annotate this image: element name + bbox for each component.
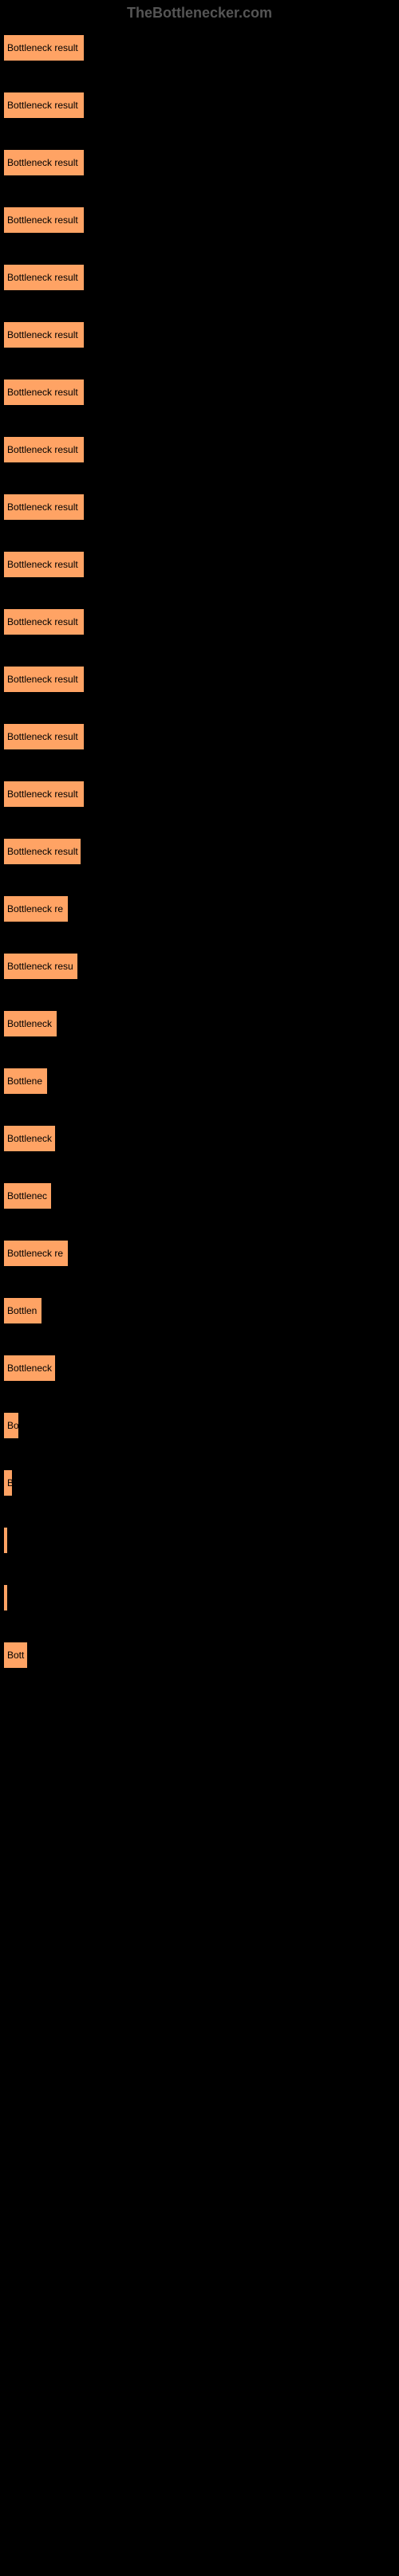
bar-row: Bottleneck result [3, 264, 399, 291]
bar-label: Bottleneck result [7, 674, 78, 685]
bar-row: Bottleneck [3, 1125, 399, 1152]
bar [3, 1527, 8, 1554]
bar: Bottleneck [3, 1010, 57, 1037]
bar: Bottleneck result [3, 149, 85, 176]
bar: Bottleneck result [3, 92, 85, 119]
bar-label: Bottleneck result [7, 789, 78, 800]
bar-row: Bottleneck result [3, 321, 399, 348]
spacer [0, 1699, 399, 2576]
bar-row: Bottleneck resu [3, 953, 399, 980]
bar: Bottlene [3, 1068, 48, 1095]
bar-label: Bottleneck result [7, 501, 78, 513]
bar: Bottleneck re [3, 1240, 69, 1267]
bar: Bottleneck result [3, 321, 85, 348]
bar: Bottleneck result [3, 608, 85, 635]
bar: Bottleneck result [3, 838, 81, 865]
bar-row: Bottleneck re [3, 895, 399, 922]
bar-row: Bottleneck result [3, 149, 399, 176]
bar-label: Bottleneck result [7, 846, 78, 857]
bar-row [3, 1584, 399, 1611]
bar-label: Bottleneck [7, 1133, 52, 1144]
bar: Bottleneck [3, 1125, 56, 1152]
bar: Bottleneck result [3, 264, 85, 291]
bar-label: Bottleneck result [7, 387, 78, 398]
bar-row: Bottleneck re [3, 1240, 399, 1267]
bar-row: Bottleneck result [3, 723, 399, 750]
bar-row: Bottleneck result [3, 206, 399, 234]
bar: Bottleneck result [3, 436, 85, 463]
bar-row: Bottleneck result [3, 551, 399, 578]
bar: Bott [3, 1642, 28, 1669]
bar: Bottlenec [3, 1182, 52, 1209]
bar: Bottleneck [3, 1355, 56, 1382]
site-header: TheBottlenecker.com [0, 0, 399, 26]
bar-row: Bottleneck result [3, 666, 399, 693]
bar: Bottleneck result [3, 34, 85, 61]
bar-row: Bott [3, 1642, 399, 1669]
bar-label: Bottleneck re [7, 903, 63, 914]
bar-label: Bottleneck result [7, 42, 78, 53]
bar-label: Bottlene [7, 1076, 42, 1087]
bar-row: Bottleneck [3, 1355, 399, 1382]
bars-container: Bottleneck result Bottleneck result Bottle… [3, 34, 399, 1669]
bar-label: Bottleneck result [7, 329, 78, 340]
bar: Bottleneck result [3, 723, 85, 750]
bar-label: B [7, 1477, 13, 1489]
bar-row: Bottleneck result [3, 34, 399, 61]
bar: Bottleneck result [3, 494, 85, 521]
bar-label: Bottleneck result [7, 272, 78, 283]
bar-row: Bottleneck result [3, 92, 399, 119]
bar-label: Bottleneck result [7, 157, 78, 168]
bar: Bottleneck resu [3, 953, 78, 980]
header-title: TheBottlenecker.com [127, 5, 272, 21]
bar-row: Bottleneck result [3, 379, 399, 406]
bar-label: Bottleneck result [7, 559, 78, 570]
bar-label: Bottleneck result [7, 444, 78, 455]
bar-row: Bottlenec [3, 1182, 399, 1209]
bar: Bottleneck result [3, 206, 85, 234]
bar-row: Bottleneck [3, 1010, 399, 1037]
bar-label: Bottleneck result [7, 616, 78, 627]
bar-row: B [3, 1469, 399, 1496]
bar-label: Bo [7, 1420, 19, 1431]
bar-label: Bottleneck re [7, 1248, 63, 1259]
bar-row: Bottleneck result [3, 494, 399, 521]
bar-row: Bottleneck result [3, 608, 399, 635]
bar-row: Bottlene [3, 1068, 399, 1095]
bar-row: Bottleneck result [3, 838, 399, 865]
bar-label: Bottleneck [7, 1018, 52, 1029]
bar-label: Bottleneck resu [7, 961, 73, 972]
bar-row: Bottleneck result [3, 436, 399, 463]
bar-row: Bo [3, 1412, 399, 1439]
bar: Bottlen [3, 1297, 42, 1324]
bar-label: Bottlenec [7, 1190, 47, 1201]
bar-chart: Bottleneck result Bottleneck result Bottle… [0, 26, 399, 1669]
bar: Bottleneck result [3, 781, 85, 808]
bar-label: Bottleneck result [7, 731, 78, 742]
bar-label: Bottleneck result [7, 100, 78, 111]
bar-label: Bottleneck result [7, 214, 78, 226]
bar: Bottleneck result [3, 379, 85, 406]
bar [3, 1584, 8, 1611]
bar-row: Bottleneck result [3, 781, 399, 808]
bar: Bottleneck result [3, 666, 85, 693]
bar: Bottleneck result [3, 551, 85, 578]
bar-row [3, 1527, 399, 1554]
bar: B [3, 1469, 13, 1496]
bar: Bo [3, 1412, 19, 1439]
bar-label: Bottleneck [7, 1363, 52, 1374]
bar-row: Bottlen [3, 1297, 399, 1324]
bar: Bottleneck re [3, 895, 69, 922]
bar-label: Bottlen [7, 1305, 37, 1316]
bar-label: Bott [7, 1650, 24, 1661]
